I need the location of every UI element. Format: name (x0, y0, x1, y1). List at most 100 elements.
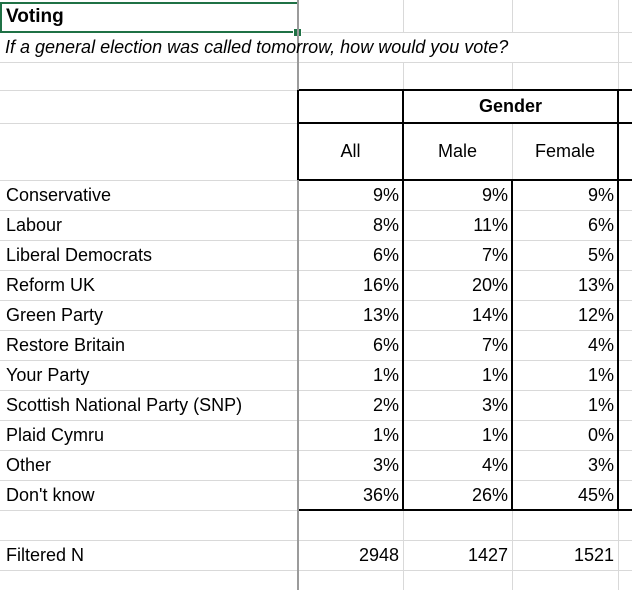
gridline (0, 210, 632, 211)
value-all[interactable]: 2% (372, 395, 399, 415)
filtered-n-label[interactable]: Filtered N (6, 545, 85, 565)
gridline (403, 0, 404, 32)
table-border (298, 509, 632, 511)
gridline (0, 62, 632, 63)
table-row: Conservative 9% 9% 9% (0, 180, 632, 210)
value-male[interactable]: 11% (473, 215, 508, 235)
gridline (0, 123, 298, 124)
gridline (0, 360, 632, 361)
value-all[interactable]: 16% (362, 275, 399, 295)
value-male[interactable]: 7% (481, 335, 508, 355)
gridline (618, 510, 619, 590)
question-text[interactable]: If a general election was called tomorro… (5, 37, 509, 57)
table-row: Green Party 13% 14% 12% (0, 300, 632, 330)
value-female[interactable]: 12% (577, 305, 614, 325)
gridline (618, 0, 619, 90)
value-male[interactable]: 1% (481, 425, 508, 445)
value-male[interactable]: 9% (481, 185, 508, 205)
table-border (297, 90, 299, 180)
row-label[interactable]: Other (6, 455, 52, 475)
table-row: Labour 8% 11% 6% (0, 210, 632, 240)
table-row: Other 3% 4% 3% (0, 450, 632, 480)
value-all[interactable]: 8% (372, 215, 399, 235)
table-row: Your Party 1% 1% 1% (0, 360, 632, 390)
table-row: Restore Britain 6% 7% 4% (0, 330, 632, 360)
row-label[interactable]: Liberal Democrats (6, 245, 153, 265)
row-label[interactable]: Green Party (6, 305, 104, 325)
value-all[interactable]: 36% (362, 485, 399, 505)
gridline (0, 420, 632, 421)
value-all[interactable]: 9% (372, 185, 399, 205)
value-female[interactable]: 1% (587, 365, 614, 385)
value-female[interactable]: 0% (587, 425, 614, 445)
table-border (617, 90, 619, 510)
row-label[interactable]: Scottish National Party (SNP) (6, 395, 243, 415)
value-all[interactable]: 6% (372, 245, 399, 265)
gridline (0, 180, 298, 181)
gridline (403, 62, 404, 90)
row-label[interactable]: Your Party (6, 365, 90, 385)
value-female[interactable]: 45% (577, 485, 614, 505)
value-male[interactable]: 4% (481, 455, 508, 475)
value-female[interactable]: 4% (587, 335, 614, 355)
value-female[interactable]: 1% (587, 395, 614, 415)
freeze-pane-divider (297, 0, 299, 590)
row-label[interactable]: Don't know (6, 485, 95, 505)
value-all[interactable]: 1% (372, 365, 399, 385)
value-female[interactable]: 13% (577, 275, 614, 295)
value-all[interactable]: 1% (372, 425, 399, 445)
value-female[interactable]: 6% (587, 215, 614, 235)
value-all[interactable]: 13% (362, 305, 399, 325)
value-all[interactable]: 6% (372, 335, 399, 355)
row-label[interactable]: Restore Britain (6, 335, 126, 355)
value-female[interactable]: 5% (587, 245, 614, 265)
filtered-n-all[interactable]: 2948 (358, 545, 399, 565)
table-row: Scottish National Party (SNP) 2% 3% 1% (0, 390, 632, 420)
table-border (402, 90, 404, 510)
gridline (0, 390, 632, 391)
gridline (0, 480, 632, 481)
gridline (512, 123, 513, 180)
gridline (0, 300, 632, 301)
filtered-n-row: Filtered N 2948 1427 1521 (0, 540, 632, 570)
table-border (298, 89, 632, 91)
table-border (298, 179, 632, 181)
value-male[interactable]: 1% (481, 365, 508, 385)
column-header-male[interactable]: Male (437, 141, 477, 161)
gridline (0, 540, 632, 541)
column-header-all[interactable]: All (340, 141, 361, 161)
column-header-female[interactable]: Female (534, 141, 596, 161)
value-male[interactable]: 7% (481, 245, 508, 265)
gridline (0, 270, 632, 271)
table-border (511, 180, 513, 510)
gridline (403, 510, 404, 590)
gridline (0, 240, 632, 241)
table-border (298, 122, 632, 124)
value-male[interactable]: 3% (481, 395, 508, 415)
row-label[interactable]: Plaid Cymru (6, 425, 105, 445)
gridline (0, 90, 298, 91)
gridline (0, 510, 298, 511)
filtered-n-female[interactable]: 1521 (573, 545, 614, 565)
value-male[interactable]: 20% (471, 275, 508, 295)
gridline (0, 32, 632, 33)
gridline (512, 510, 513, 590)
table-row: Liberal Democrats 6% 7% 5% (0, 240, 632, 270)
sheet-title[interactable]: Voting (6, 6, 64, 27)
value-male[interactable]: 26% (471, 485, 508, 505)
gridline (0, 570, 632, 571)
filtered-n-male[interactable]: 1427 (467, 545, 508, 565)
row-label[interactable]: Labour (6, 215, 63, 235)
value-male[interactable]: 14% (471, 305, 508, 325)
value-all[interactable]: 3% (372, 455, 399, 475)
row-label[interactable]: Conservative (6, 185, 112, 205)
gridline (0, 450, 632, 451)
gridline (512, 62, 513, 90)
value-female[interactable]: 3% (587, 455, 614, 475)
value-female[interactable]: 9% (587, 185, 614, 205)
table-row: Plaid Cymru 1% 1% 0% (0, 420, 632, 450)
group-header-gender[interactable]: Gender (478, 96, 543, 116)
gridline (512, 0, 513, 32)
row-label[interactable]: Reform UK (6, 275, 96, 295)
